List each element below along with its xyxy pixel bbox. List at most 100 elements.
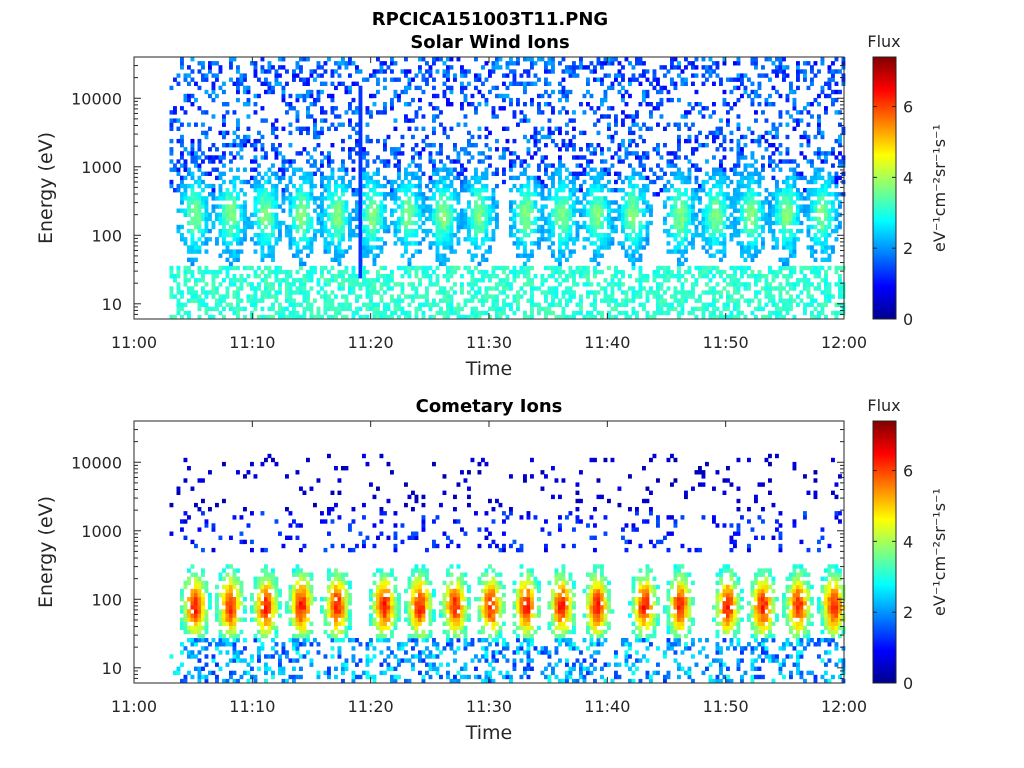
heatmap-cell: [274, 81, 279, 86]
heatmap-cell: [677, 314, 681, 320]
heatmap-cell: [390, 294, 394, 299]
heatmap-cell: [358, 306, 363, 312]
heatmap-cell: [624, 302, 629, 307]
heatmap-cell: [754, 245, 758, 250]
heatmap-cell: [677, 65, 681, 70]
heatmap-cell: [530, 290, 534, 295]
heatmap-cell: [477, 278, 482, 283]
heatmap-cell: [194, 278, 198, 283]
heatmap-cell: [705, 282, 709, 287]
heatmap-cell: [222, 171, 226, 176]
heatmap-cell: [481, 294, 485, 299]
heatmap-cell: [334, 208, 338, 213]
heatmap-cell: [775, 302, 779, 307]
heatmap-cell: [740, 134, 744, 140]
heatmap-cell: [516, 302, 520, 307]
heatmap-cell: [236, 310, 240, 316]
heatmap-cell: [400, 282, 405, 287]
heatmap-cell: [320, 175, 324, 181]
heatmap-cell: [372, 200, 377, 205]
heatmap-cell: [288, 179, 293, 185]
heatmap-cell: [715, 306, 720, 312]
heatmap-cell: [729, 294, 734, 299]
heatmap-cell: [320, 118, 324, 123]
heatmap-cell: [302, 57, 307, 62]
heatmap-cell: [239, 282, 244, 287]
heatmap-cell: [351, 81, 356, 86]
heatmap-cell: [579, 294, 583, 299]
heatmap-cell: [789, 294, 793, 299]
heatmap-cell: [642, 208, 646, 213]
heatmap-cell: [519, 159, 524, 164]
heatmap-cell: [757, 175, 762, 181]
heatmap-cell: [785, 134, 790, 140]
heatmap-cell: [561, 224, 566, 230]
heatmap-cell: [313, 122, 317, 127]
heatmap-cell: [320, 126, 324, 131]
heatmap-cell: [575, 237, 580, 242]
heatmap-cell: [299, 249, 303, 254]
heatmap-cell: [439, 122, 443, 127]
heatmap-cell: [740, 245, 744, 250]
heatmap-cell: [393, 163, 398, 168]
heatmap-cell: [754, 253, 758, 258]
heatmap-cell: [568, 171, 573, 176]
heatmap-cell: [512, 208, 517, 213]
heatmap-cell: [208, 61, 212, 66]
heatmap-cell: [288, 93, 293, 99]
heatmap-cell: [435, 290, 440, 295]
heatmap-cell: [572, 208, 576, 213]
heatmap-cell: [561, 183, 566, 189]
heatmap-cell: [369, 298, 373, 303]
heatmap-cell: [593, 306, 597, 312]
heatmap-cell: [761, 224, 765, 230]
heatmap-cell: [197, 212, 202, 217]
heatmap-cell: [169, 290, 174, 295]
heatmap-cell: [775, 134, 779, 140]
heatmap-cell: [757, 73, 762, 78]
heatmap-cell: [173, 167, 177, 172]
heatmap-cell: [439, 253, 443, 258]
heatmap-cell: [463, 73, 468, 78]
heatmap-cell: [236, 290, 240, 295]
heatmap-cell: [421, 302, 426, 307]
heatmap-cell: [201, 212, 205, 217]
heatmap-cell: [204, 212, 209, 217]
heatmap-cell: [306, 212, 310, 217]
heatmap-cell: [649, 286, 653, 291]
heatmap-cell: [733, 314, 737, 320]
heatmap-cell: [421, 212, 426, 217]
heatmap-cell: [547, 69, 552, 74]
heatmap-cell: [544, 306, 548, 312]
heatmap-cell: [393, 118, 398, 123]
heatmap-cell: [330, 106, 335, 111]
heatmap-cell: [288, 241, 293, 246]
heatmap-cell: [358, 188, 363, 193]
heatmap-cell: [638, 81, 643, 86]
heatmap-cell: [253, 147, 258, 152]
heatmap-cell: [719, 143, 723, 148]
heatmap-cell: [586, 171, 590, 176]
heatmap-cell: [393, 188, 398, 193]
heatmap-cell: [505, 147, 510, 152]
heatmap-cell: [187, 298, 191, 303]
heatmap-cell: [488, 73, 492, 78]
heatmap-cell: [747, 77, 751, 82]
heatmap-cell: [551, 183, 555, 189]
heatmap-cell: [260, 118, 265, 123]
heatmap-cell: [274, 298, 279, 303]
heatmap-cell: [544, 314, 548, 320]
heatmap-cell: [687, 269, 692, 275]
heatmap-cell: [554, 192, 559, 197]
heatmap-cell: [561, 278, 566, 283]
heatmap-cell: [309, 188, 314, 193]
heatmap-cell: [558, 216, 562, 222]
heatmap-cell: [295, 151, 300, 156]
heatmap-cell: [407, 274, 412, 279]
heatmap-cell: [547, 216, 552, 222]
heatmap-cell: [705, 159, 709, 164]
heatmap-cell: [400, 253, 405, 258]
heatmap-cell: [740, 228, 744, 234]
heatmap-cell: [397, 151, 401, 156]
